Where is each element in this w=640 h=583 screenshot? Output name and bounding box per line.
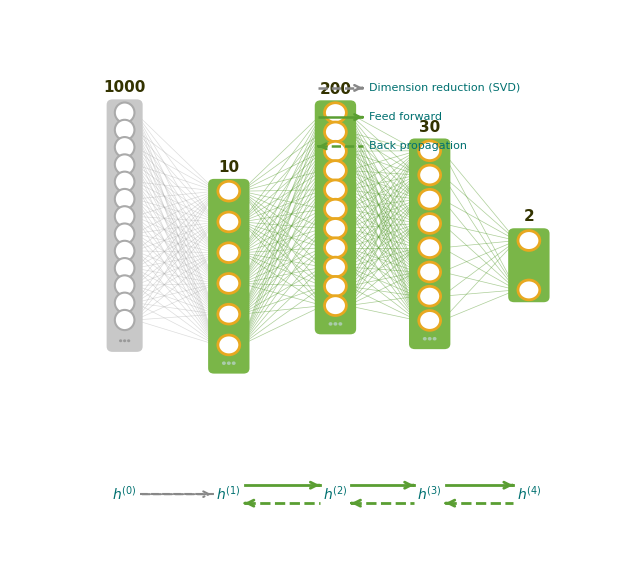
Ellipse shape [518, 231, 540, 251]
Text: Dimension reduction (SVD): Dimension reduction (SVD) [369, 83, 520, 93]
Text: Back propagation: Back propagation [369, 141, 467, 151]
FancyBboxPatch shape [107, 99, 143, 352]
Ellipse shape [419, 262, 440, 282]
Ellipse shape [324, 199, 346, 219]
Ellipse shape [115, 103, 134, 122]
Ellipse shape [115, 293, 134, 313]
Circle shape [333, 322, 337, 326]
Circle shape [123, 339, 126, 342]
Text: $h^{(4)}$: $h^{(4)}$ [516, 485, 541, 503]
Ellipse shape [419, 213, 440, 233]
Ellipse shape [115, 258, 134, 278]
Ellipse shape [115, 120, 134, 140]
Ellipse shape [115, 206, 134, 226]
Text: 1000: 1000 [104, 80, 146, 94]
Text: 200: 200 [319, 82, 351, 97]
Ellipse shape [324, 141, 346, 161]
Ellipse shape [324, 238, 346, 258]
Ellipse shape [218, 212, 240, 232]
Ellipse shape [419, 286, 440, 306]
Circle shape [328, 322, 333, 326]
Ellipse shape [324, 122, 346, 142]
Ellipse shape [115, 137, 134, 157]
Text: 10: 10 [218, 160, 239, 175]
Ellipse shape [115, 171, 134, 192]
FancyBboxPatch shape [315, 100, 356, 334]
Ellipse shape [324, 161, 346, 180]
Circle shape [428, 337, 431, 340]
Text: $h^{(2)}$: $h^{(2)}$ [323, 485, 348, 503]
Ellipse shape [324, 180, 346, 200]
Text: $h^{(1)}$: $h^{(1)}$ [216, 485, 241, 503]
Text: 2: 2 [524, 209, 534, 224]
Text: $h^{(3)}$: $h^{(3)}$ [417, 485, 442, 503]
Circle shape [423, 337, 427, 340]
Ellipse shape [419, 141, 440, 161]
Ellipse shape [115, 275, 134, 296]
Ellipse shape [218, 335, 240, 355]
Ellipse shape [218, 181, 240, 201]
Ellipse shape [115, 189, 134, 209]
Circle shape [339, 322, 342, 326]
Text: Feed forward: Feed forward [369, 112, 442, 122]
FancyBboxPatch shape [409, 139, 451, 349]
Ellipse shape [324, 219, 346, 238]
FancyBboxPatch shape [208, 179, 250, 374]
Text: 30: 30 [419, 120, 440, 135]
Circle shape [227, 361, 231, 365]
Ellipse shape [115, 223, 134, 244]
Text: $h^{(0)}$: $h^{(0)}$ [112, 485, 137, 503]
Ellipse shape [115, 241, 134, 261]
Ellipse shape [115, 310, 134, 330]
Ellipse shape [419, 311, 440, 331]
Ellipse shape [419, 189, 440, 209]
Circle shape [127, 339, 131, 342]
Circle shape [119, 339, 122, 342]
Circle shape [222, 361, 226, 365]
Circle shape [232, 361, 236, 365]
Ellipse shape [218, 273, 240, 293]
Ellipse shape [324, 103, 346, 122]
Ellipse shape [218, 243, 240, 262]
Ellipse shape [518, 280, 540, 300]
Ellipse shape [324, 276, 346, 296]
Circle shape [433, 337, 436, 340]
Ellipse shape [218, 304, 240, 324]
Ellipse shape [324, 296, 346, 315]
FancyBboxPatch shape [508, 229, 550, 302]
Ellipse shape [324, 257, 346, 277]
Ellipse shape [115, 154, 134, 174]
Ellipse shape [419, 238, 440, 258]
Ellipse shape [419, 165, 440, 185]
